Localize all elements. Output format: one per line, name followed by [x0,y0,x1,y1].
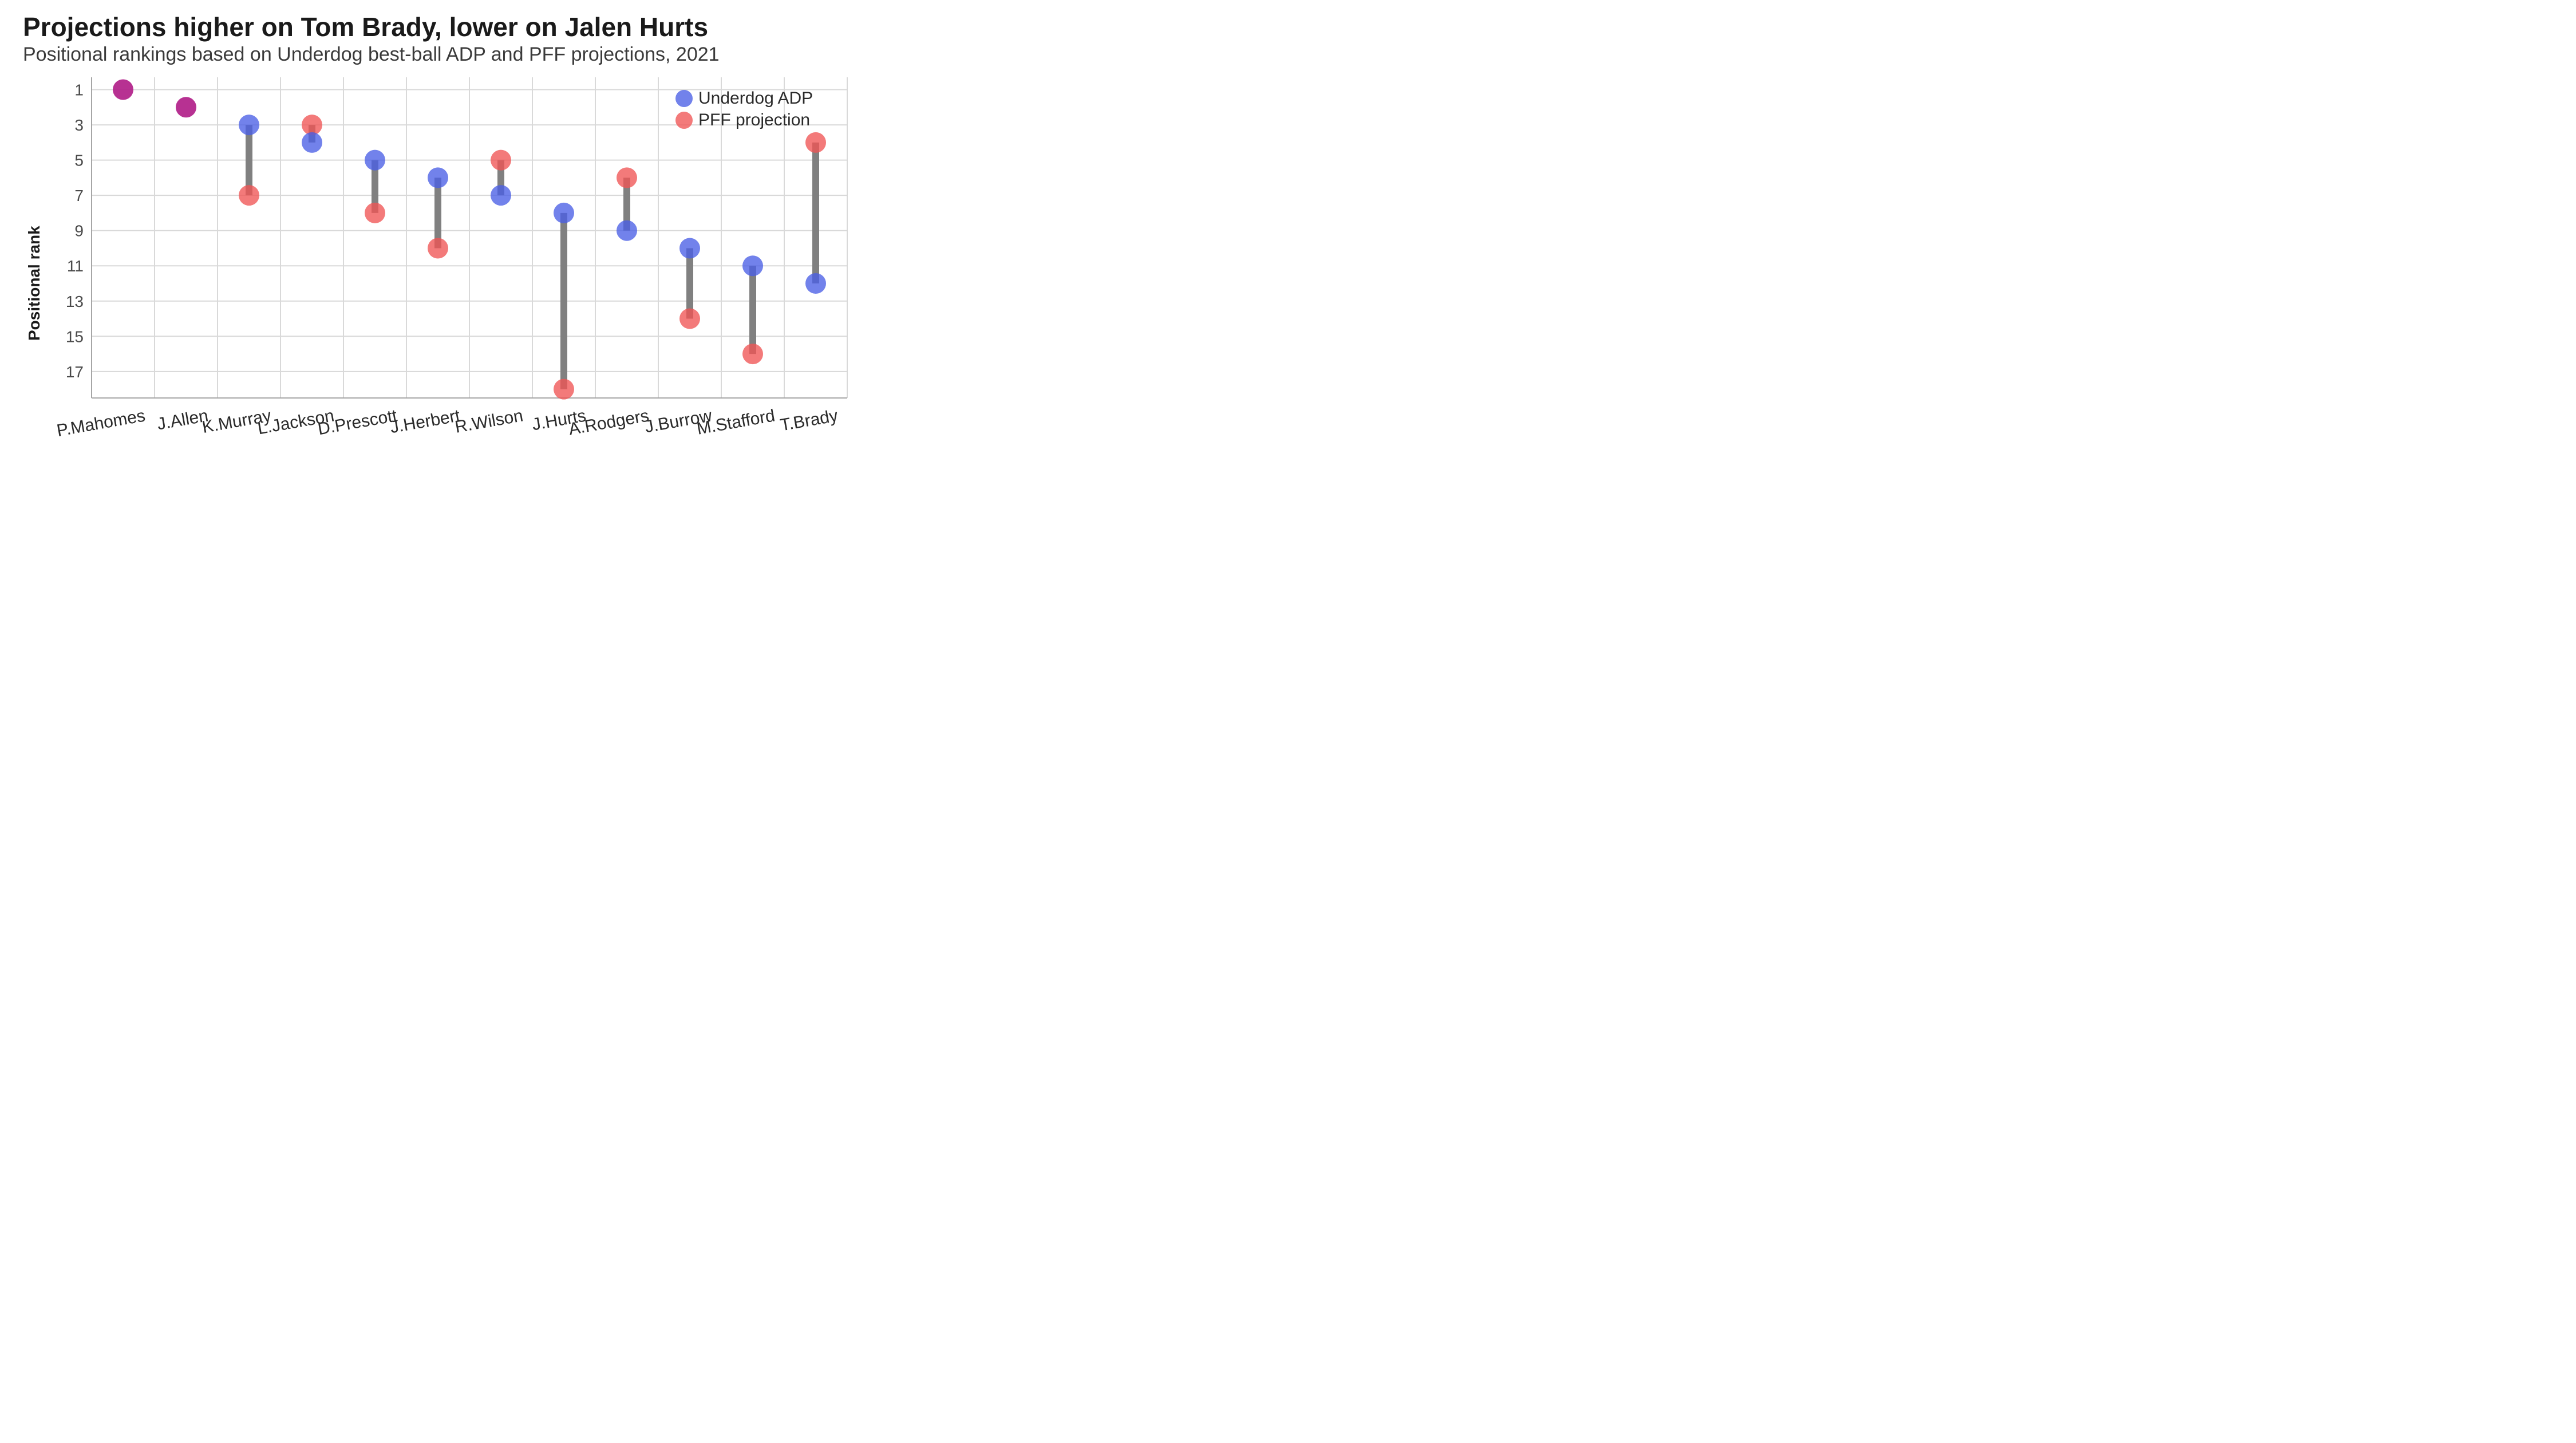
y-tick-label: 11 [67,257,84,275]
x-tick-label: T.Brady [779,406,839,435]
marker-pff [554,379,574,400]
chart-area: Positional rank 1357911131517P.MahomesJ.… [23,77,836,478]
chart-subtitle: Positional rankings based on Underdog be… [23,44,836,66]
marker-adp [302,132,322,153]
marker-adp [742,255,763,276]
x-tick-label: J.Herbert [389,406,462,437]
marker-pff [617,167,637,188]
y-tick-label: 7 [74,187,84,204]
legend-item: PFF projection [675,111,813,130]
marker-adp [428,167,448,188]
marker-pff [428,238,448,258]
legend-marker [675,112,693,129]
marker-adp [365,150,385,171]
marker-adp [617,220,637,241]
x-tick-label: R.Wilson [453,406,524,436]
y-tick-label: 1 [74,81,84,99]
legend-label: PFF projection [698,111,810,130]
marker-pff [679,309,700,329]
marker-overlap [176,97,196,117]
marker-adp [805,273,826,294]
chart-svg: 1357911131517P.MahomesJ.AllenK.MurrayL.J… [23,77,859,478]
legend-label: Underdog ADP [698,89,813,108]
marker-adp [491,185,511,206]
marker-adp [554,203,574,223]
marker-adp [239,115,259,135]
y-tick-label: 9 [74,222,84,240]
marker-pff [302,115,322,135]
x-tick-label: P.Mahomes [56,406,147,440]
y-tick-label: 15 [66,328,84,345]
marker-pff [805,132,826,153]
marker-pff [491,150,511,171]
chart-title: Projections higher on Tom Brady, lower o… [23,11,836,42]
marker-adp [679,238,700,258]
marker-pff [742,344,763,364]
y-tick-label: 3 [74,116,84,134]
y-tick-label: 17 [66,363,84,381]
marker-overlap [113,80,133,100]
y-tick-label: 5 [74,152,84,169]
marker-pff [239,185,259,206]
marker-pff [365,203,385,223]
legend: Underdog ADP PFF projection [675,89,813,132]
legend-item: Underdog ADP [675,89,813,108]
chart-container: Projections higher on Tom Brady, lower o… [0,0,859,481]
legend-marker [675,90,693,107]
y-tick-label: 13 [66,293,84,310]
